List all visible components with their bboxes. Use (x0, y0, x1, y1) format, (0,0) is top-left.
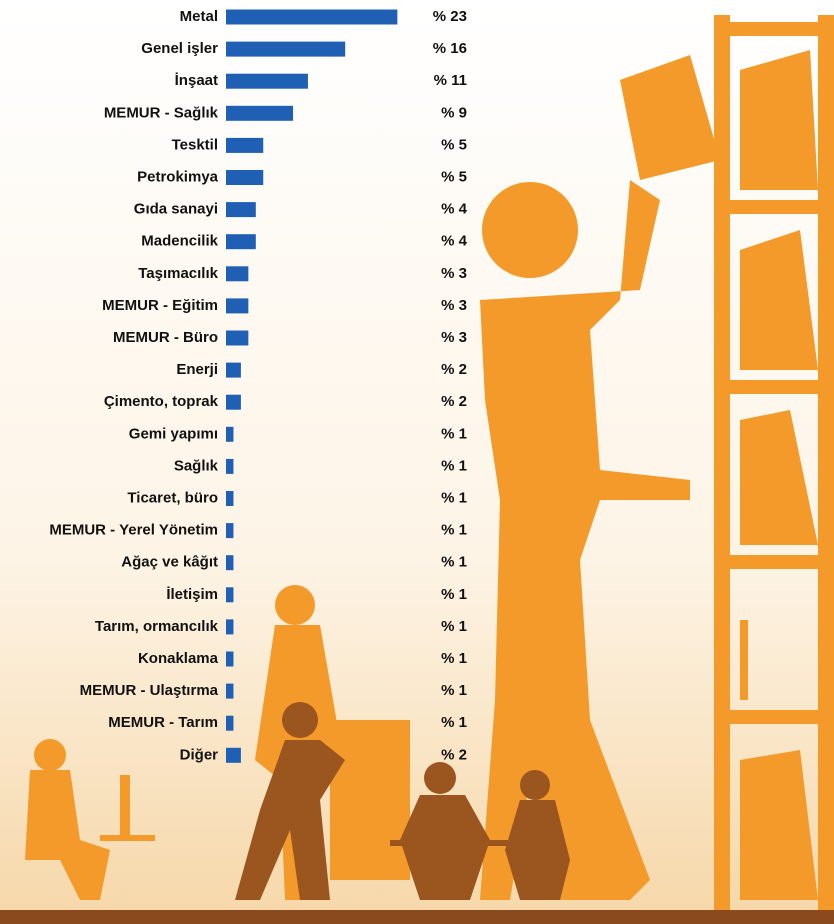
value-label: % 16 (433, 40, 467, 57)
value-label: % 11 (434, 72, 467, 89)
bar (226, 458, 234, 474)
category-label: Ağaç ve kâğıt (121, 554, 218, 571)
bar (226, 394, 241, 410)
value-label: % 3 (441, 265, 467, 282)
office-silhouettes (25, 585, 570, 900)
value-label: % 1 (441, 618, 467, 635)
category-label: Gıda sanayi (134, 201, 218, 218)
category-label: Çimento, toprak (104, 393, 219, 410)
bar (226, 170, 264, 185)
bar (226, 715, 234, 731)
category-label: MEMUR - Sağlık (104, 104, 219, 121)
bar (226, 651, 234, 667)
bar (226, 73, 308, 89)
value-label: % 5 (441, 168, 467, 185)
bar (226, 9, 398, 25)
value-label: % 1 (441, 554, 467, 571)
bar (226, 202, 256, 218)
category-label: Konaklama (138, 650, 219, 667)
bar (226, 555, 234, 571)
category-label: Genel işler (141, 40, 218, 57)
value-label: % 1 (441, 489, 467, 506)
bar (226, 266, 249, 282)
bar (226, 747, 241, 763)
value-label: % 5 (441, 136, 467, 153)
floor-band (0, 910, 834, 924)
category-label: Tesktil (172, 136, 218, 153)
bar (226, 41, 346, 57)
bar (226, 426, 234, 442)
category-label: Tarım, ormancılık (95, 618, 219, 635)
category-label: Enerji (176, 361, 218, 378)
value-label: % 1 (441, 714, 467, 731)
bar (226, 105, 294, 121)
category-label: Petrokimya (137, 168, 219, 185)
value-label: % 1 (441, 425, 467, 442)
bar (226, 137, 264, 153)
category-label: İletişim (166, 586, 218, 603)
value-label: % 1 (441, 457, 467, 474)
bar (226, 587, 234, 603)
category-label: Diğer (180, 746, 219, 763)
category-label: MEMUR - Eğitim (102, 297, 218, 314)
value-label: % 3 (441, 329, 467, 346)
bar (226, 298, 249, 314)
value-label: % 23 (433, 8, 467, 25)
worker-silhouette (480, 180, 690, 900)
value-label: % 1 (441, 682, 467, 699)
bar (226, 683, 234, 699)
category-label: Madencilik (141, 233, 218, 250)
category-label: Gemi yapımı (129, 425, 218, 442)
value-label: % 4 (441, 233, 468, 250)
value-label: % 1 (441, 586, 467, 603)
bar (226, 619, 234, 635)
category-label: İnşaat (175, 72, 218, 89)
value-label: % 4 (441, 201, 468, 218)
category-label: Sağlık (174, 457, 219, 474)
bar (226, 491, 234, 506)
value-label: % 1 (441, 650, 467, 667)
value-label: % 1 (441, 522, 467, 539)
bar (226, 234, 256, 250)
category-label: Ticaret, büro (127, 489, 218, 506)
category-label: Metal (180, 8, 218, 25)
value-label: % 2 (441, 746, 467, 763)
bar (226, 523, 234, 539)
category-label: MEMUR - Yerel Yönetim (49, 522, 218, 539)
category-label: MEMUR - Büro (113, 329, 218, 346)
category-label: MEMUR - Tarım (108, 714, 218, 731)
value-label: % 3 (441, 297, 467, 314)
value-label: % 9 (441, 104, 467, 121)
category-label: Taşımacılık (138, 265, 218, 282)
shelf (620, 15, 834, 912)
bar (226, 362, 241, 378)
bar (226, 330, 249, 346)
value-label: % 2 (441, 393, 467, 410)
category-label: MEMUR - Ulaştırma (80, 682, 219, 699)
value-label: % 2 (441, 361, 467, 378)
